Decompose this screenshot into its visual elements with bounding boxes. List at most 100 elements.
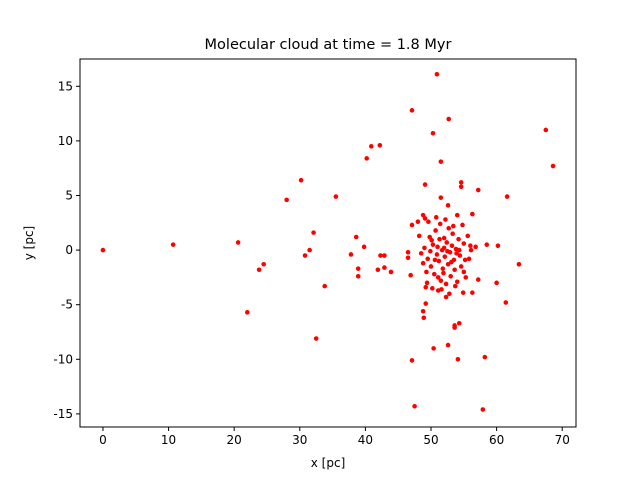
point bbox=[409, 222, 415, 228]
point bbox=[430, 130, 436, 136]
point bbox=[422, 216, 428, 221]
point bbox=[436, 258, 442, 264]
point bbox=[460, 222, 465, 228]
point bbox=[437, 236, 442, 242]
point bbox=[433, 228, 438, 233]
point bbox=[434, 252, 440, 257]
point bbox=[465, 233, 471, 239]
point bbox=[443, 294, 449, 300]
point bbox=[437, 221, 443, 227]
point bbox=[311, 230, 316, 235]
point bbox=[348, 252, 354, 257]
point bbox=[416, 233, 422, 239]
point bbox=[456, 320, 462, 326]
point bbox=[100, 247, 106, 253]
point bbox=[453, 246, 459, 252]
point bbox=[441, 245, 447, 251]
point bbox=[421, 315, 427, 321]
x-tick-label: 50 bbox=[423, 433, 438, 447]
x-tick-label: 70 bbox=[555, 433, 570, 447]
point bbox=[355, 266, 361, 271]
point bbox=[455, 356, 461, 362]
point bbox=[261, 261, 267, 267]
point bbox=[256, 267, 262, 273]
point bbox=[424, 280, 430, 286]
y-tick-label: 5 bbox=[65, 188, 73, 202]
point bbox=[438, 278, 444, 283]
point bbox=[333, 194, 339, 199]
point bbox=[428, 248, 433, 254]
point bbox=[431, 346, 436, 351]
point bbox=[302, 253, 308, 258]
point bbox=[429, 237, 434, 243]
point bbox=[450, 231, 455, 237]
point bbox=[458, 264, 464, 269]
point bbox=[461, 269, 467, 275]
point bbox=[460, 290, 466, 295]
point bbox=[382, 253, 387, 258]
point bbox=[430, 242, 436, 247]
point bbox=[284, 197, 289, 203]
point bbox=[440, 266, 446, 271]
point bbox=[463, 275, 469, 280]
point bbox=[313, 336, 319, 341]
point bbox=[447, 291, 452, 297]
point bbox=[475, 277, 481, 282]
point bbox=[468, 243, 473, 249]
point bbox=[378, 253, 383, 258]
point bbox=[504, 194, 510, 199]
point bbox=[470, 211, 475, 217]
point bbox=[503, 300, 509, 305]
point bbox=[418, 251, 424, 256]
x-tick-label: 0 bbox=[99, 433, 107, 447]
point bbox=[454, 279, 460, 285]
point bbox=[445, 248, 450, 254]
point bbox=[444, 240, 450, 245]
x-tick-label: 30 bbox=[292, 433, 307, 447]
point bbox=[361, 244, 367, 250]
point bbox=[412, 403, 417, 409]
point bbox=[443, 281, 449, 287]
y-tick-label: 10 bbox=[58, 134, 73, 148]
point bbox=[445, 342, 451, 348]
point bbox=[382, 265, 387, 270]
point bbox=[423, 284, 429, 290]
point bbox=[422, 182, 428, 187]
point bbox=[516, 261, 522, 267]
point bbox=[424, 269, 429, 275]
point bbox=[409, 358, 415, 363]
y-tick-label: -5 bbox=[61, 298, 73, 312]
point bbox=[445, 203, 451, 208]
x-tick-label: 40 bbox=[358, 433, 373, 447]
point bbox=[322, 283, 328, 289]
point bbox=[425, 256, 431, 262]
point bbox=[428, 264, 434, 269]
y-tick-label: 0 bbox=[65, 243, 73, 257]
point bbox=[439, 287, 444, 292]
y-tick-label: 15 bbox=[58, 79, 73, 93]
point bbox=[422, 245, 427, 251]
point bbox=[433, 215, 439, 220]
point bbox=[377, 142, 383, 148]
x-tick-label: 20 bbox=[227, 433, 242, 447]
point bbox=[431, 271, 437, 277]
point bbox=[441, 235, 447, 241]
point bbox=[434, 71, 440, 77]
x-tick-label: 60 bbox=[489, 433, 504, 447]
point bbox=[495, 243, 501, 249]
point bbox=[435, 275, 441, 280]
point bbox=[466, 256, 472, 262]
point bbox=[475, 187, 481, 193]
x-tick-label: 10 bbox=[161, 433, 176, 447]
point bbox=[454, 212, 460, 218]
point bbox=[438, 159, 444, 164]
point bbox=[461, 241, 467, 246]
point bbox=[462, 257, 468, 263]
point bbox=[235, 240, 241, 245]
point bbox=[420, 260, 426, 266]
point bbox=[484, 242, 490, 247]
point bbox=[435, 244, 440, 250]
plot-frame bbox=[79, 58, 577, 428]
